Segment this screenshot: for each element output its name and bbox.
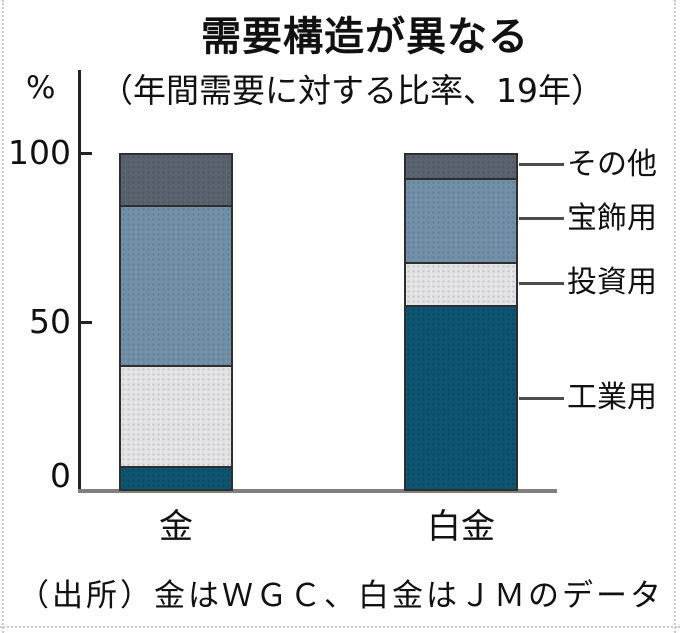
leader-line [519, 396, 564, 400]
x-axis-baseline [78, 489, 557, 493]
y-tick-label: 0 [50, 456, 71, 495]
bar-segment [406, 305, 516, 489]
clipping-edge-left [2, 0, 4, 633]
clipping-edge-bottom [0, 626, 680, 628]
y-axis-tick [81, 320, 92, 324]
stacked-bar-platinum [404, 153, 518, 491]
bar-segment [406, 155, 516, 179]
y-axis-unit-label: % [26, 70, 56, 106]
bar-segment [121, 465, 231, 489]
series-label: 工業用 [567, 380, 657, 416]
chart-title: 需要構造が異なる [201, 14, 529, 60]
leader-line [519, 163, 564, 167]
leader-line [519, 281, 564, 285]
bar-segment [406, 178, 516, 262]
chart-subtitle: （年間需要に対する比率、19年） [100, 71, 604, 110]
leader-line [519, 217, 564, 221]
bar-segment [121, 205, 231, 366]
bar-segment [406, 261, 516, 306]
y-axis-tick [81, 151, 92, 155]
stacked-bar-gold [119, 153, 233, 491]
series-label: 宝飾用 [567, 200, 657, 236]
bar-segment [121, 155, 231, 206]
source-note: （出所）金はＷＧＣ、白金はＪＭのデータ [18, 578, 664, 614]
y-tick-label: 100 [8, 133, 71, 172]
series-label: 投資用 [567, 265, 657, 301]
series-label: その他 [567, 146, 657, 182]
y-axis-line [78, 70, 81, 491]
clipping-edge-right [674, 0, 676, 633]
y-tick-label: 50 [29, 302, 71, 341]
category-label: 白金 [427, 507, 495, 547]
category-label: 金 [159, 507, 193, 547]
bar-segment [121, 365, 231, 466]
